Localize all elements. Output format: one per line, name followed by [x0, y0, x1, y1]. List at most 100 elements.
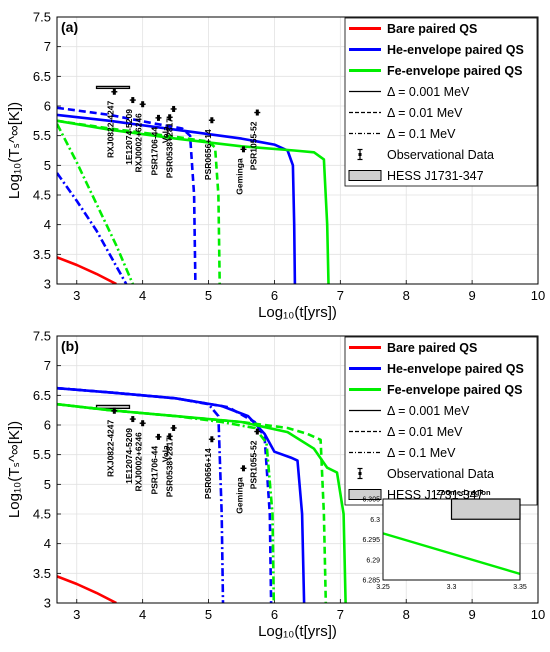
series-line — [57, 386, 273, 603]
axes-frame — [56, 335, 539, 604]
inset-axes-frame — [382, 498, 521, 581]
y-tick-label: 4.5 — [33, 507, 51, 522]
axes-frame — [56, 16, 539, 285]
observation-label: RXJ0822-4247 — [105, 100, 115, 157]
series-line — [57, 402, 276, 603]
observation-point — [112, 407, 116, 414]
observation-label: PSR1055-52 — [248, 121, 258, 170]
y-tick-label: 7.5 — [33, 10, 51, 25]
observation-point — [172, 424, 176, 431]
inset-x-tick-label: 3.35 — [513, 584, 527, 591]
inset-y-tick-label: 6.295 — [362, 537, 380, 544]
observation-label: RXJ0822-4247 — [105, 419, 115, 476]
x-tick-label: 9 — [468, 607, 475, 622]
observation-label: RXJ0002+6246 — [134, 432, 144, 492]
y-tick-label: 3 — [44, 596, 51, 611]
plot-content: RXJ0822-4247 1E12074-5209 RXJ0002+6246 PSR1… — [57, 386, 347, 603]
observation-label: Geminga — [234, 158, 244, 195]
observation-point — [210, 117, 214, 124]
observation-label: RXJ0002+6246 — [134, 113, 144, 173]
x-tick-label: 7 — [337, 288, 344, 303]
inset-x-tick-label: 3.25 — [376, 584, 390, 591]
observation-label: 1E12074-5209 — [124, 109, 134, 165]
y-tick-label: 5 — [44, 477, 51, 492]
observation-label: PSR1706-44 — [149, 127, 159, 176]
observation-label: PSR0656+14 — [203, 129, 213, 180]
legend-swatch — [348, 170, 382, 181]
x-tick-label: 3 — [73, 288, 80, 303]
observation-point — [141, 420, 145, 427]
x-tick-label: 8 — [403, 288, 410, 303]
series-line — [57, 386, 225, 603]
y-tick-label: 5.5 — [33, 447, 51, 462]
legend-swatch — [348, 489, 382, 500]
observation-point — [172, 105, 176, 112]
hess-j1731-box — [95, 85, 131, 90]
y-axis-label: Log₁₀(Tₛ^∞[K]) — [6, 102, 23, 199]
panel-label: (b) — [61, 338, 79, 354]
observation-point — [255, 428, 259, 435]
observation-label: Vela — [161, 445, 171, 462]
series-line — [57, 119, 221, 284]
legend-label: Δ = 0.01 MeV — [387, 106, 463, 120]
legend-label: HESS J1731-347 — [387, 169, 484, 183]
y-tick-label: 3 — [44, 277, 51, 292]
legend: Bare paired QS He-envelope paired QS Fe-en… — [344, 17, 538, 187]
legend-label: Fe-envelope paired QS — [387, 64, 522, 78]
legend-swatch — [358, 153, 362, 156]
legend-label: Δ = 0.001 MeV — [387, 404, 470, 418]
y-tick-label: 6.5 — [33, 388, 51, 403]
observation-point — [156, 114, 160, 121]
x-axis-label: Log₁₀(t[yrs]) — [258, 623, 337, 640]
x-tick-label: 5 — [205, 288, 212, 303]
y-tick-label: 4 — [44, 217, 51, 232]
x-tick-label: 10 — [531, 607, 545, 622]
observation-label: PSR1706-44 — [149, 446, 159, 495]
observation-label: PSR1055-52 — [248, 440, 258, 489]
legend-label: Bare paired QS — [387, 341, 477, 355]
observation-point — [241, 146, 245, 153]
inset-series-line — [382, 532, 521, 576]
inset-x-tick-label: 3.3 — [447, 584, 457, 591]
legend: Bare paired QS He-envelope paired QS Fe-en… — [344, 336, 538, 506]
x-tick-label: 5 — [205, 607, 212, 622]
y-tick-label: 5.5 — [33, 128, 51, 143]
y-tick-label: 4 — [44, 536, 51, 551]
panel-label: (a) — [61, 19, 78, 35]
legend-label: Observational Data — [387, 148, 494, 162]
series-line — [57, 113, 297, 284]
observation-point — [255, 109, 259, 116]
y-tick-label: 7.5 — [33, 329, 51, 344]
legend-box — [344, 17, 538, 187]
legend-label: He-envelope paired QS — [387, 43, 524, 57]
observation-label: Vela — [161, 126, 171, 143]
x-tick-label: 4 — [139, 607, 146, 622]
observation-point — [112, 88, 116, 95]
inset-y-tick-label: 6.285 — [362, 578, 380, 585]
plot-content: RXJ0822-4247 1E12074-5209 RXJ0002+6246 PSR1… — [57, 85, 330, 284]
inset-title: Zoomed region — [436, 488, 491, 497]
legend-label: Δ = 0.1 MeV — [387, 446, 456, 460]
legend-swatch — [358, 472, 362, 475]
x-axis-label: Log₁₀(t[yrs]) — [258, 304, 337, 321]
y-tick-label: 7 — [44, 39, 51, 54]
series-line — [57, 172, 128, 284]
observation-point — [131, 97, 135, 104]
y-tick-label: 7 — [44, 358, 51, 373]
observation-label: PSR0656+14 — [203, 448, 213, 499]
legend-label: Bare paired QS — [387, 22, 477, 36]
legend-label: Fe-envelope paired QS — [387, 383, 522, 397]
y-tick-label: 6 — [44, 418, 51, 433]
legend-label: Observational Data — [387, 467, 494, 481]
legend-label: Δ = 0.1 MeV — [387, 127, 456, 141]
x-tick-label: 7 — [337, 607, 344, 622]
legend-label: He-envelope paired QS — [387, 362, 524, 376]
y-tick-label: 4.5 — [33, 188, 51, 203]
x-tick-label: 10 — [531, 288, 545, 303]
inset-zoomed-region: Zoomed region 3.25 3.3 3.35 6.285 6.29 6.295 6.… — [362, 488, 526, 591]
observation-point — [131, 416, 135, 423]
observation-point — [210, 436, 214, 443]
observation-point — [156, 433, 160, 440]
observation-point — [168, 114, 172, 121]
observation-label: Geminga — [234, 477, 244, 514]
